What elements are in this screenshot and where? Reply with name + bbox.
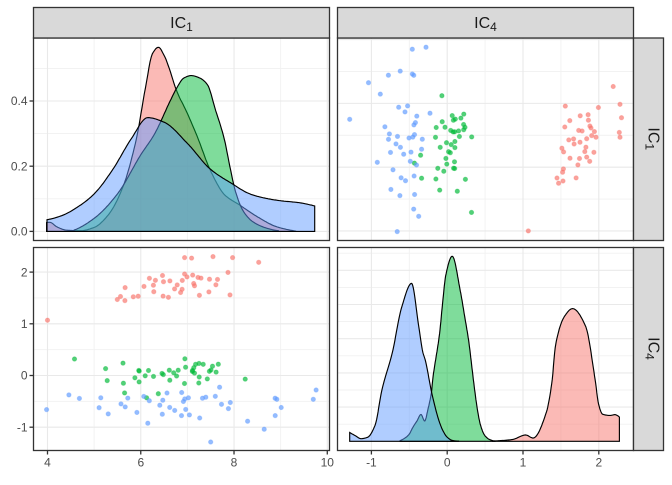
svg-text:IC1: IC1 xyxy=(643,127,662,150)
svg-text:-1: -1 xyxy=(17,420,28,434)
svg-text:IC4: IC4 xyxy=(474,15,497,34)
svg-text:10: 10 xyxy=(321,456,335,470)
svg-text:0: 0 xyxy=(444,456,451,470)
svg-text:0.0: 0.0 xyxy=(11,225,28,239)
svg-text:1: 1 xyxy=(21,317,28,331)
svg-text:-1: -1 xyxy=(366,456,377,470)
svg-text:0: 0 xyxy=(21,369,28,383)
svg-text:4: 4 xyxy=(44,456,51,470)
svg-text:2: 2 xyxy=(595,456,602,470)
svg-text:8: 8 xyxy=(231,456,238,470)
svg-text:2: 2 xyxy=(21,265,28,279)
svg-text:6: 6 xyxy=(137,456,144,470)
svg-text:0.4: 0.4 xyxy=(11,94,28,108)
svg-text:0.2: 0.2 xyxy=(11,159,28,173)
svg-text:IC4: IC4 xyxy=(643,337,662,360)
svg-text:IC1: IC1 xyxy=(170,15,193,34)
svg-text:1: 1 xyxy=(520,456,527,470)
